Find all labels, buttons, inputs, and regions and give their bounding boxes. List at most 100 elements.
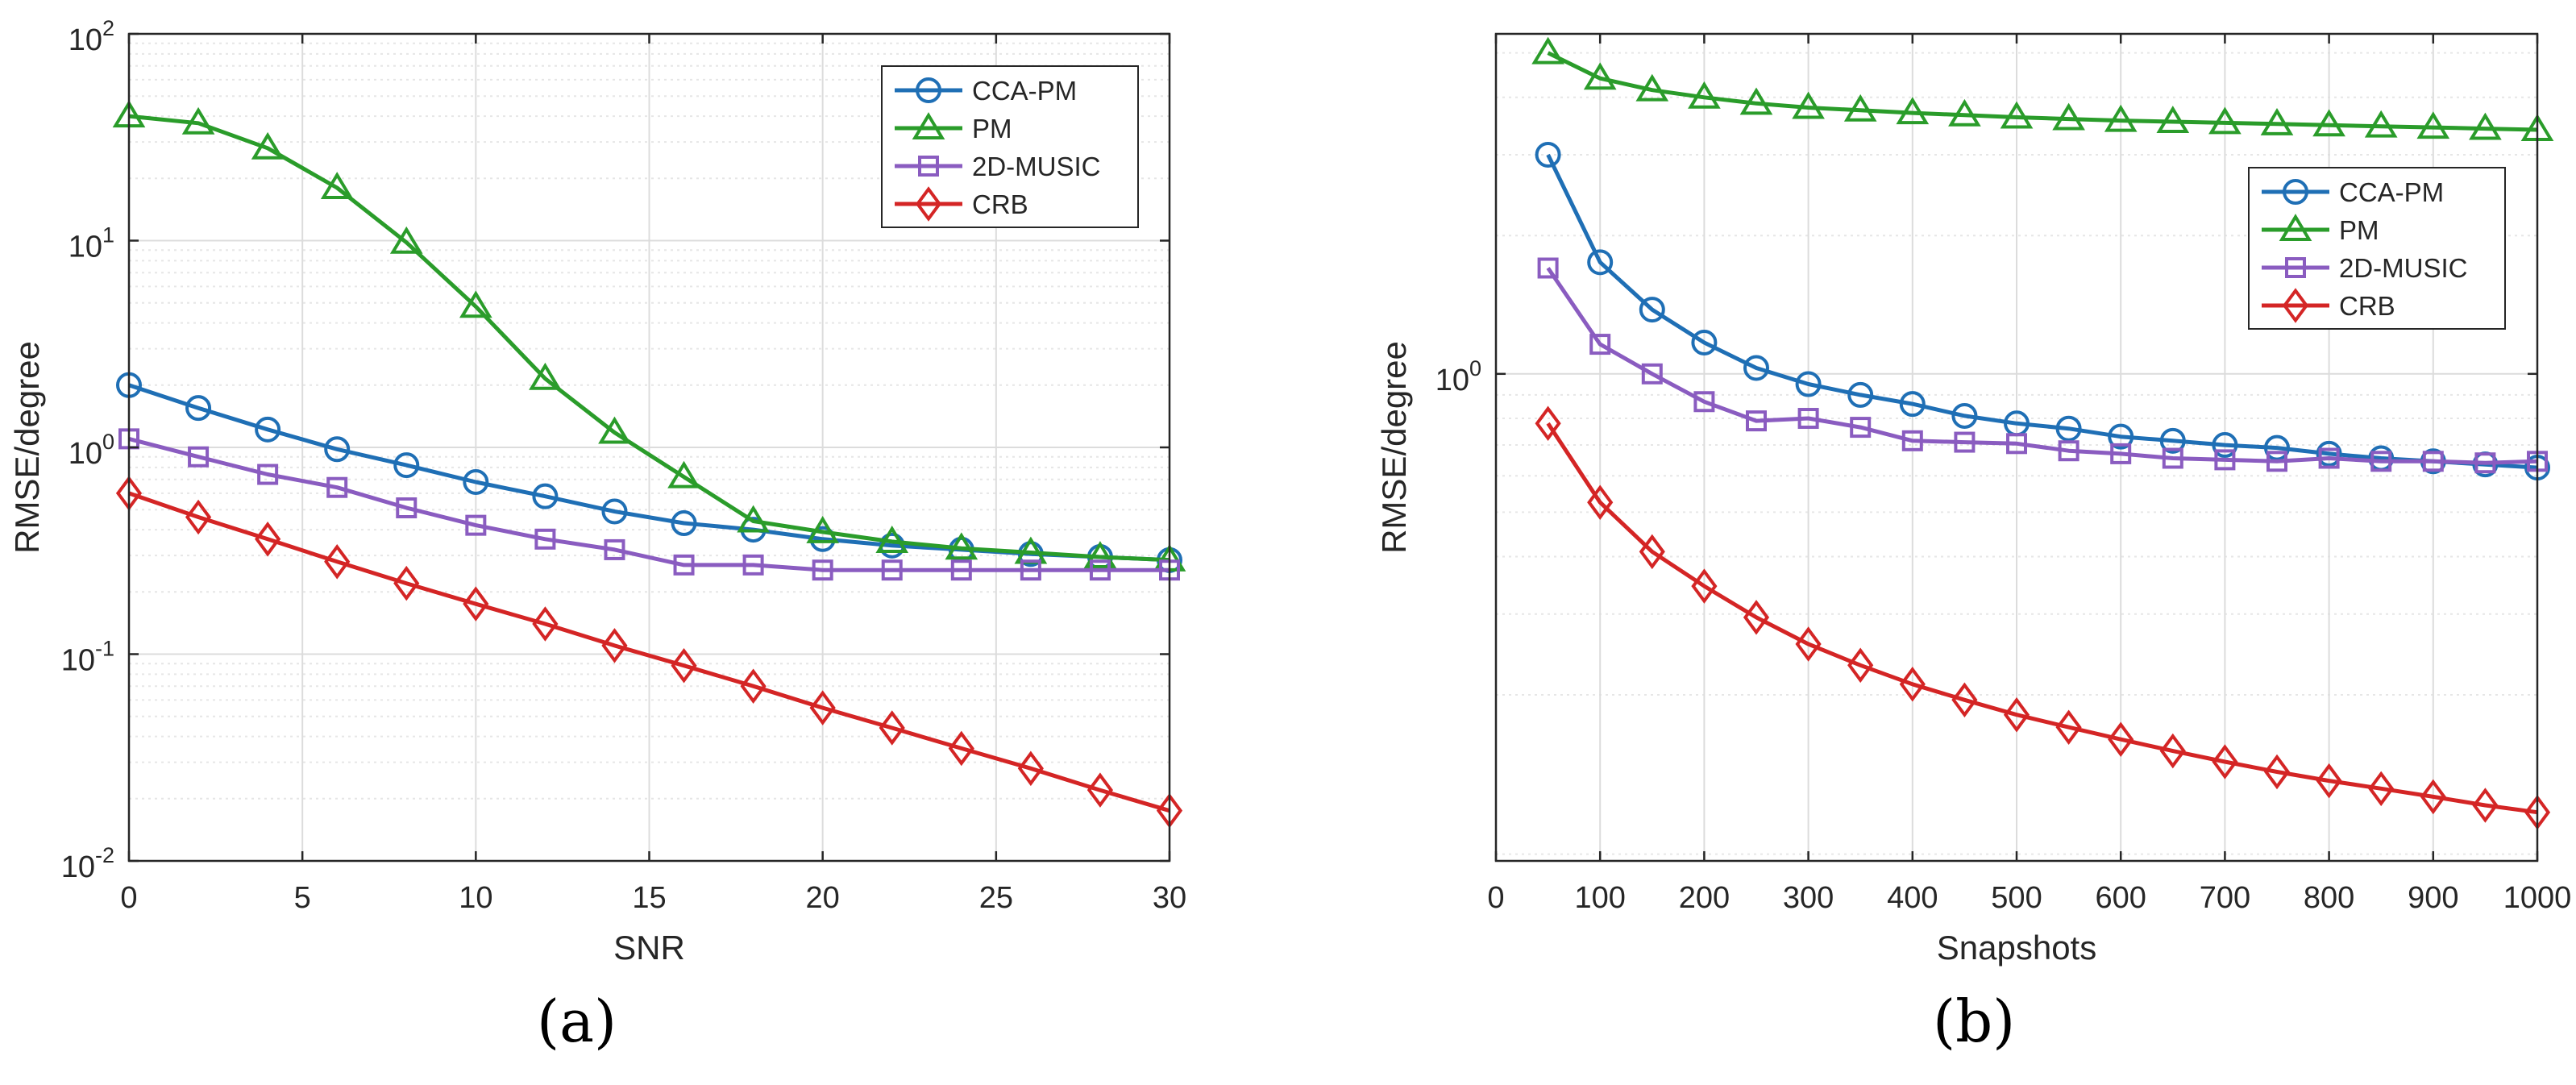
data-point bbox=[1797, 408, 1819, 430]
data-point bbox=[1641, 363, 1663, 385]
data-point bbox=[2214, 449, 2236, 471]
series-line bbox=[128, 114, 1170, 563]
legend-item-pm: PM bbox=[2262, 214, 2379, 245]
data-point bbox=[2108, 721, 2134, 758]
data-point bbox=[1020, 559, 1041, 581]
data-point bbox=[2422, 451, 2444, 472]
data-point bbox=[945, 532, 978, 560]
data-point bbox=[1083, 541, 1117, 568]
data-point bbox=[1691, 329, 1718, 355]
data-point bbox=[459, 290, 492, 318]
data-point bbox=[1896, 97, 1930, 125]
x-tick-label: 20 bbox=[806, 881, 840, 915]
data-point bbox=[324, 436, 351, 463]
legend-item-cca-pm: CCA-PM bbox=[2262, 177, 2444, 207]
data-point bbox=[1843, 94, 1877, 122]
y-tick-label: 10-2 bbox=[61, 843, 114, 884]
data-point bbox=[2159, 427, 2186, 454]
x-tick-label: 0 bbox=[120, 881, 137, 915]
legend-label: CRB bbox=[2339, 291, 2395, 321]
x-tick-label: 300 bbox=[1783, 881, 1834, 915]
legend-marker bbox=[2282, 288, 2309, 323]
data-point bbox=[1743, 355, 1769, 381]
data-point bbox=[1743, 600, 1770, 635]
legend-label: PM bbox=[972, 114, 1012, 143]
data-point bbox=[389, 226, 423, 254]
data-point bbox=[1635, 73, 1669, 102]
x-axis-label: SNR bbox=[613, 929, 685, 967]
y-tick-label: 102 bbox=[69, 16, 114, 57]
legend-item-crb: CRB bbox=[895, 186, 1028, 222]
data-point bbox=[1691, 568, 1718, 604]
data-point bbox=[2159, 733, 2186, 769]
data-point bbox=[2162, 447, 2183, 469]
chart-a: 0 5 10 15 20 25 30 10-2 10-1 100 101 102 SNR RMSE/deg… bbox=[8, 16, 1186, 967]
x-axis-label: Snapshots bbox=[1937, 929, 2096, 967]
data-point bbox=[534, 528, 556, 550]
data-point bbox=[2370, 451, 2392, 472]
data-point bbox=[1739, 87, 1773, 115]
data-point bbox=[1847, 647, 1874, 684]
chart-b: 0 100 200 300 400 500 600 700 800 900 1000 100 Snaps… bbox=[1375, 32, 2572, 967]
data-point bbox=[1899, 667, 1926, 702]
data-point bbox=[465, 514, 487, 536]
legend-item-cca-pm: CCA-PM bbox=[895, 76, 1077, 106]
data-point bbox=[181, 106, 215, 135]
data-point bbox=[529, 362, 562, 390]
data-point bbox=[1954, 431, 1976, 453]
data-point bbox=[601, 628, 628, 663]
data-point bbox=[1795, 626, 1822, 662]
series-line bbox=[128, 491, 1170, 813]
data-point bbox=[257, 464, 279, 485]
data-point bbox=[2104, 104, 2138, 132]
y-tick-label: 10-1 bbox=[61, 637, 114, 678]
panel-label-b: (b) bbox=[1933, 987, 2016, 1055]
y-tick-label: 100 bbox=[69, 430, 114, 471]
data-point bbox=[604, 538, 625, 560]
data-point bbox=[1951, 682, 1978, 718]
data-point bbox=[2108, 423, 2134, 450]
data-point bbox=[879, 710, 905, 746]
data-point bbox=[1639, 297, 1665, 323]
data-point bbox=[1688, 81, 1721, 109]
x-tick-label: 700 bbox=[2200, 881, 2250, 915]
legend-item-2d-music: 2D-MUSIC bbox=[2262, 253, 2468, 283]
data-point bbox=[737, 505, 770, 533]
legend: CCA-PM PM 2D-MUSIC CRB bbox=[881, 65, 1139, 228]
x-tick-label: 1000 bbox=[2503, 881, 2572, 915]
data-point bbox=[950, 559, 972, 581]
series-2d-music bbox=[1537, 257, 2548, 474]
legend-label: CRB bbox=[972, 189, 1028, 219]
data-point bbox=[2003, 696, 2030, 733]
data-point bbox=[1537, 257, 1559, 279]
data-point bbox=[2469, 112, 2502, 140]
data-point bbox=[1587, 484, 1614, 521]
data-point bbox=[2055, 415, 2082, 442]
data-point bbox=[2316, 440, 2342, 467]
data-point bbox=[2212, 432, 2238, 459]
data-point bbox=[2263, 754, 2291, 790]
data-point bbox=[1589, 334, 1611, 355]
data-point bbox=[2208, 106, 2242, 135]
data-point bbox=[948, 730, 974, 767]
data-point bbox=[875, 526, 909, 553]
data-point bbox=[393, 565, 420, 601]
series-crb bbox=[1535, 405, 2551, 830]
legend-box bbox=[881, 65, 1139, 228]
data-point bbox=[2212, 744, 2238, 779]
series-crb bbox=[115, 476, 1183, 829]
x-tick-label: 5 bbox=[294, 881, 311, 915]
data-point bbox=[1847, 381, 1874, 408]
legend-box bbox=[2248, 167, 2506, 330]
data-point bbox=[2264, 434, 2290, 461]
data-point bbox=[598, 416, 631, 444]
data-point bbox=[2260, 107, 2294, 135]
data-point bbox=[2055, 709, 2082, 746]
data-point bbox=[1531, 36, 1564, 64]
legend-item-pm: PM bbox=[895, 112, 1012, 143]
legend-marker bbox=[915, 186, 942, 222]
data-point bbox=[1901, 430, 1923, 451]
data-point bbox=[188, 446, 210, 468]
data-point bbox=[326, 476, 348, 498]
legend-marker bbox=[2279, 214, 2312, 241]
